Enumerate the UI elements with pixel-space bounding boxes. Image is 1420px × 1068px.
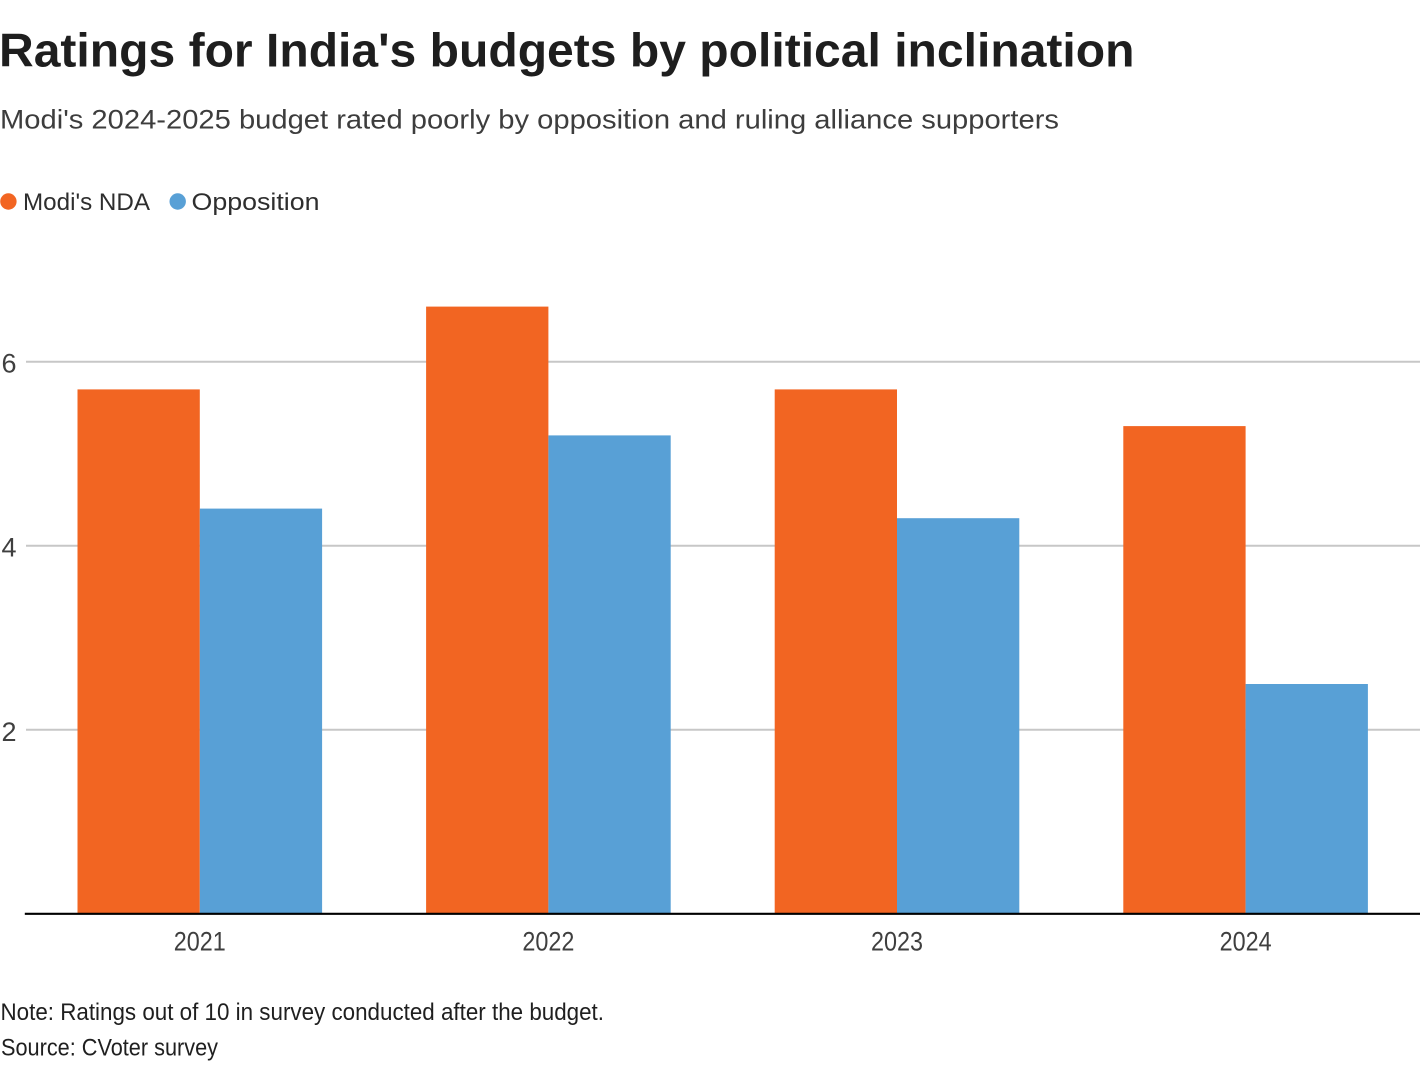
svg-text:Modi's NDA: Modi's NDA (23, 189, 151, 216)
svg-text:Modi's 2024-2025 budget rated: Modi's 2024-2025 budget rated poorly by … (0, 105, 1059, 135)
svg-text:Note: Ratings out of 10 in sur: Note: Ratings out of 10 in survey conduc… (1, 999, 605, 1026)
svg-text:4: 4 (2, 533, 17, 563)
svg-text:2023: 2023 (871, 927, 923, 957)
svg-text:2024: 2024 (1220, 927, 1272, 957)
svg-text:2: 2 (2, 717, 17, 747)
svg-text:2022: 2022 (522, 927, 574, 957)
svg-text:6: 6 (2, 349, 17, 379)
svg-text:Source: CVoter survey: Source: CVoter survey (1, 1035, 218, 1062)
svg-text:Opposition: Opposition (192, 189, 320, 216)
svg-text:Ratings for India's budgets by: Ratings for India's budgets by political… (0, 25, 1135, 78)
svg-text:2021: 2021 (174, 927, 226, 957)
